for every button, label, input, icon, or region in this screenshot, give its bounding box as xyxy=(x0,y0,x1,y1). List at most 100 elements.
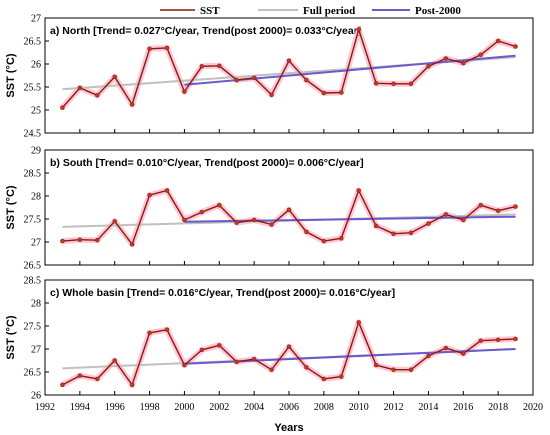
north-sst-point xyxy=(164,45,170,51)
x-tick-label: 2010 xyxy=(349,402,369,413)
north-sst-point xyxy=(391,81,396,87)
south-sst-point xyxy=(461,217,466,223)
south-sst-point xyxy=(112,219,117,224)
x-tick-label: 2020 xyxy=(523,402,543,413)
south-sst-point xyxy=(269,222,274,227)
south-post-2000-trend xyxy=(184,215,516,223)
whole-basin-y-tick-label: 28.5 xyxy=(24,276,42,287)
whole-basin-y-axis-label: SST (°C) xyxy=(5,315,17,359)
north-sst-point xyxy=(513,44,518,49)
whole-basin-sst-glow xyxy=(61,319,516,388)
whole-basin-sst-point xyxy=(373,362,379,368)
north-sst-point xyxy=(199,64,205,69)
south-sst-point xyxy=(217,202,222,208)
south-sst-point xyxy=(77,237,83,242)
whole-basin-sst-point xyxy=(478,338,483,343)
south-sst-point xyxy=(304,229,309,235)
south-sst-point xyxy=(60,238,65,244)
south-y-tick-label: 26.5 xyxy=(24,261,42,272)
south-sst-point xyxy=(164,188,170,193)
north-sst-line xyxy=(61,28,516,109)
whole-basin-sst-point xyxy=(339,374,344,379)
x-tick-label: 2008 xyxy=(314,402,334,413)
south-sst-point xyxy=(495,208,501,213)
whole-basin-sst-point xyxy=(60,382,65,388)
north-sst-point xyxy=(147,46,152,52)
whole-basin-y-tick-label: 27 xyxy=(31,345,41,356)
south-sst-point xyxy=(339,236,344,241)
whole-basin-sst-point xyxy=(112,358,117,363)
whole-basin-sst-point xyxy=(461,351,466,356)
south-sst-point xyxy=(391,231,396,236)
north-sst-point xyxy=(269,92,274,98)
north-y-tick-label: 25.5 xyxy=(24,83,42,94)
north-sst-point xyxy=(60,105,65,110)
north-y-tick-label: 25 xyxy=(31,106,41,117)
whole-basin-sst-point xyxy=(182,362,187,368)
whole-basin-sst-point xyxy=(443,345,449,351)
north-sst-point xyxy=(77,85,83,91)
south-y-tick-label: 28 xyxy=(31,192,41,203)
north-sst-point xyxy=(112,74,117,80)
south-sst-point xyxy=(95,237,100,243)
south-y-tick-label: 27 xyxy=(31,238,41,249)
whole-basin-panel-title: c) Whole basin [Trend= 0.016°C/year, Tre… xyxy=(50,287,395,299)
panel-whole-basin: 26 26.5 27 27.5 28 28.5 SST (°C) c) Whole basin… xyxy=(5,276,534,402)
whole-basin-sst-point xyxy=(321,376,327,382)
north-sst-point xyxy=(373,81,379,86)
whole-basin-sst-point xyxy=(251,356,257,362)
south-sst-point xyxy=(373,223,379,229)
north-sst-point xyxy=(321,90,327,96)
whole-basin-sst-point xyxy=(77,373,83,378)
north-sst-point xyxy=(217,63,222,69)
north-sst-point xyxy=(478,52,483,58)
north-sst-glow xyxy=(60,26,517,110)
x-tick-label: 1994 xyxy=(70,402,90,413)
south-sst-point xyxy=(426,221,431,226)
x-tick-label: 2012 xyxy=(384,402,404,413)
x-tick-label: 1992 xyxy=(35,402,55,413)
legend: SST Full period Post-2000 xyxy=(160,5,461,17)
south-y-tick-label: 29 xyxy=(31,146,41,157)
south-y-axis-label: SST (°C) xyxy=(5,185,17,229)
south-sst-point xyxy=(408,230,414,236)
whole-basin-y-tick-label: 26.5 xyxy=(24,368,42,379)
x-tick-label: 2002 xyxy=(209,402,229,413)
south-sst-point xyxy=(513,204,518,209)
x-tick-label: 2004 xyxy=(244,402,264,413)
x-axis-ticks: 1992 1994 1996 1998 2000 2002 2004 2006 2008 2010… xyxy=(35,402,543,413)
north-y-tick-label: 24.5 xyxy=(24,129,42,140)
south-y-tick-label: 28.5 xyxy=(24,169,42,180)
south-sst-point xyxy=(478,202,483,208)
whole-basin-sst-point xyxy=(129,382,135,388)
whole-basin-y-tick-label: 28 xyxy=(31,299,41,310)
whole-basin-sst-line xyxy=(62,321,516,386)
panel-south: 26.5 27 27.5 28 28.5 29 SST (°C) b) South [Tren… xyxy=(5,146,534,272)
north-sst-point xyxy=(356,27,361,32)
south-y-tick-label: 27.5 xyxy=(24,215,42,226)
legend-post-label: Post-2000 xyxy=(415,5,461,17)
whole-basin-sst-point xyxy=(217,343,222,348)
north-sst-point xyxy=(129,102,135,107)
x-tick-label: 2016 xyxy=(453,402,473,413)
north-sst-point xyxy=(304,77,309,83)
south-sst-point xyxy=(321,238,327,244)
x-tick-label: 2018 xyxy=(488,402,508,413)
south-sst-point xyxy=(129,242,135,247)
x-tick-label: 1996 xyxy=(105,402,125,413)
south-sst-point xyxy=(147,192,152,198)
x-axis-label: Years xyxy=(274,422,303,434)
north-y-tick-label: 26 xyxy=(31,60,41,71)
north-sst-point xyxy=(443,56,449,61)
north-sst-point xyxy=(495,38,501,44)
north-sst-point xyxy=(339,90,344,95)
south-sst-point xyxy=(286,207,292,213)
south-sst-point xyxy=(234,220,239,225)
whole-basin-sst-point xyxy=(426,353,431,359)
south-panel-title: b) South [Trend= 0.010°C/year, Trend(pos… xyxy=(50,157,364,169)
whole-basin-sst-point xyxy=(95,376,100,382)
whole-basin-sst-point xyxy=(513,336,518,342)
north-sst-point xyxy=(461,60,466,66)
whole-basin-sst-point xyxy=(269,367,274,372)
